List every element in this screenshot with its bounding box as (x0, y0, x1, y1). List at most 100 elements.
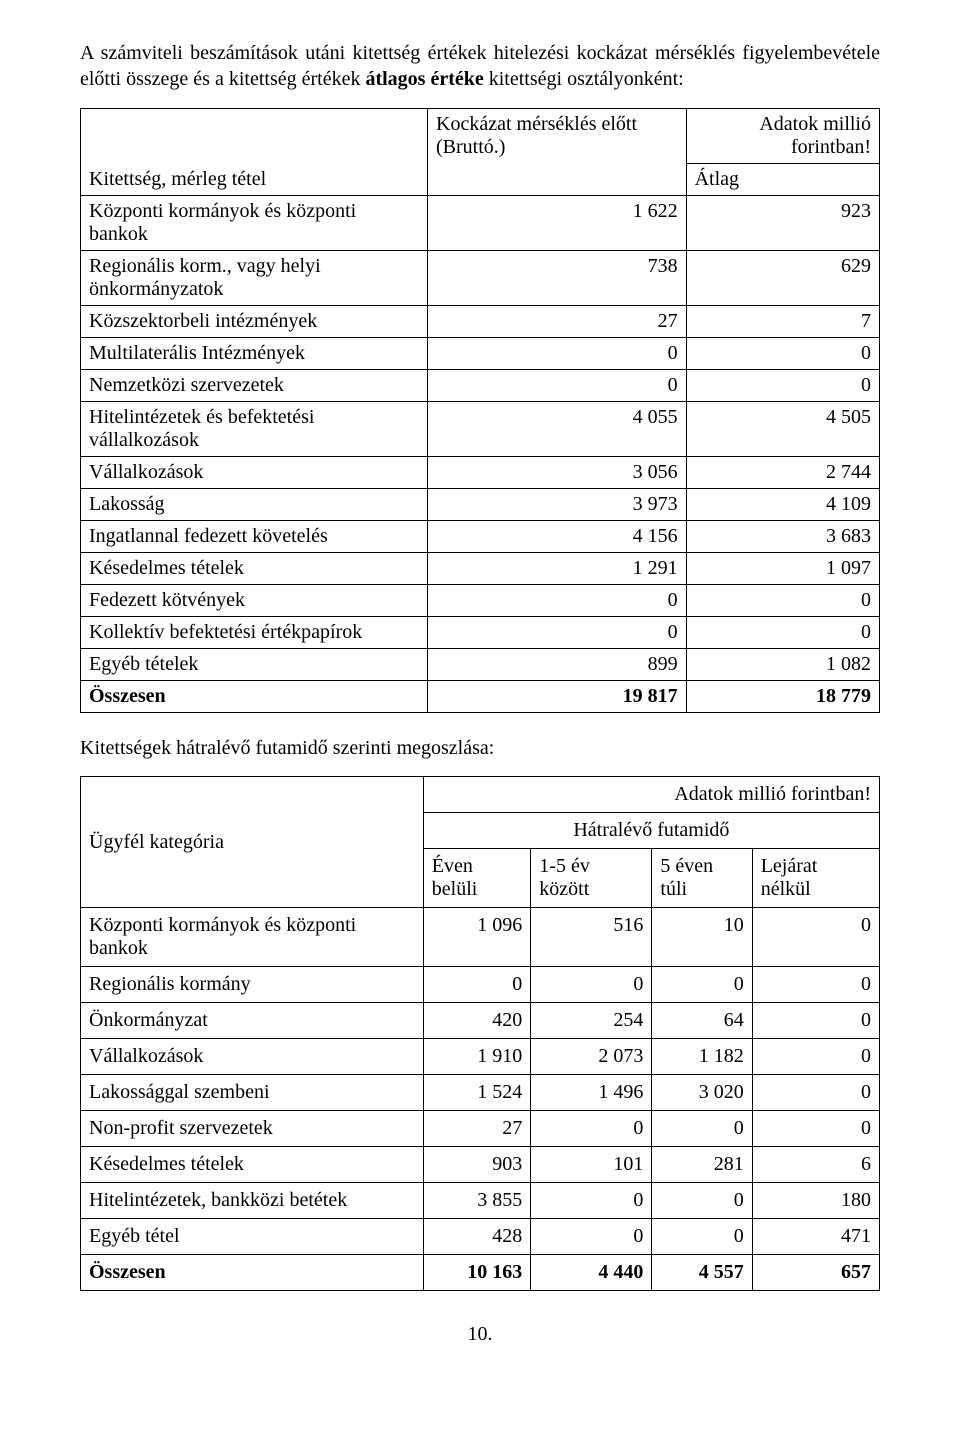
t1-total-label: Összesen (81, 681, 428, 713)
t2-total-v0: 10 163 (423, 1255, 530, 1291)
row-v1: 3 056 (428, 457, 687, 489)
table-row: Non-profit szervezetek27000 (81, 1111, 880, 1147)
row-value: 1 496 (531, 1075, 652, 1111)
row-v1: 4 055 (428, 402, 687, 457)
row-v2: 0 (686, 338, 879, 370)
table-row: Multilaterális Intézmények00 (81, 338, 880, 370)
intro-after: kitettségi osztályonként: (484, 68, 684, 90)
row-value: 0 (652, 967, 752, 1003)
row-v2: 7 (686, 306, 879, 338)
t1-col2-header: Kockázat mérséklés előtt (Bruttó.) (428, 109, 687, 196)
t1-col3-header: Átlag (686, 164, 879, 196)
row-value: 0 (423, 967, 530, 1003)
row-v2: 3 683 (686, 521, 879, 553)
row-label: Non-profit szervezetek (81, 1111, 424, 1147)
row-value: 64 (652, 1003, 752, 1039)
intro-paragraph: A számviteli beszámítások utáni kitettsé… (80, 40, 880, 92)
row-label: Késedelmes tételek (81, 553, 428, 585)
row-value: 0 (752, 1003, 879, 1039)
row-value: 0 (752, 1039, 879, 1075)
row-label: Egyéb tétel (81, 1219, 424, 1255)
table-row: Késedelmes tételek1 2911 097 (81, 553, 880, 585)
t2-total-label: Összesen (81, 1255, 424, 1291)
row-v2: 0 (686, 370, 879, 402)
row-v1: 4 156 (428, 521, 687, 553)
mid-paragraph: Kitettségek hátralévő futamidő szerinti … (80, 737, 880, 760)
row-v2: 2 744 (686, 457, 879, 489)
row-v1: 899 (428, 649, 687, 681)
row-label: Központi kormányok és központi bankok (81, 196, 428, 251)
row-v1: 1 291 (428, 553, 687, 585)
row-label: Kollektív befektetési értékpapírok (81, 617, 428, 649)
t2-col1-header: Ügyfél kategória (81, 777, 424, 908)
row-value: 428 (423, 1219, 530, 1255)
t2-total-v3: 657 (752, 1255, 879, 1291)
row-value: 0 (752, 967, 879, 1003)
row-v2: 0 (686, 617, 879, 649)
row-value: 0 (531, 967, 652, 1003)
row-v1: 0 (428, 585, 687, 617)
row-value: 281 (652, 1147, 752, 1183)
row-v1: 0 (428, 617, 687, 649)
table-row: Lakosság3 9734 109 (81, 489, 880, 521)
row-v2: 629 (686, 251, 879, 306)
row-value: 0 (531, 1183, 652, 1219)
t1-total-v2: 18 779 (686, 681, 879, 713)
row-v2: 4 109 (686, 489, 879, 521)
row-value: 101 (531, 1147, 652, 1183)
table-row: Nemzetközi szervezetek00 (81, 370, 880, 402)
row-value: 6 (752, 1147, 879, 1183)
table-row: Egyéb tétel42800471 (81, 1219, 880, 1255)
row-label: Regionális korm., vagy helyi önkormányza… (81, 251, 428, 306)
row-label: Regionális kormány (81, 967, 424, 1003)
row-value: 2 073 (531, 1039, 652, 1075)
row-value: 0 (531, 1111, 652, 1147)
row-value: 0 (752, 908, 879, 967)
row-value: 3 855 (423, 1183, 530, 1219)
row-label: Nemzetközi szervezetek (81, 370, 428, 402)
t1-col1-header: Kitettség, mérleg tétel (81, 109, 428, 196)
row-v1: 0 (428, 338, 687, 370)
row-label: Multilaterális Intézmények (81, 338, 428, 370)
row-v2: 1 097 (686, 553, 879, 585)
table-row: Regionális kormány0000 (81, 967, 880, 1003)
row-value: 254 (531, 1003, 652, 1039)
row-value: 471 (752, 1219, 879, 1255)
t1-total-v1: 19 817 (428, 681, 687, 713)
row-label: Késedelmes tételek (81, 1147, 424, 1183)
t2-col-header: Lejárat nélkül (752, 849, 879, 908)
t2-group-header: Hátralévő futamidő (423, 813, 879, 849)
table-row: Hitelintézetek, bankközi betétek3 855001… (81, 1183, 880, 1219)
row-value: 0 (752, 1075, 879, 1111)
row-value: 0 (531, 1219, 652, 1255)
row-v1: 3 973 (428, 489, 687, 521)
page-number: 10. (80, 1323, 880, 1346)
maturity-table: Ügyfél kategória Adatok millió forintban… (80, 776, 880, 1291)
table-row: Közszektorbeli intézmények277 (81, 306, 880, 338)
row-label: Egyéb tételek (81, 649, 428, 681)
t2-total-v2: 4 557 (652, 1255, 752, 1291)
row-value: 180 (752, 1183, 879, 1219)
row-value: 0 (752, 1111, 879, 1147)
row-value: 1 524 (423, 1075, 530, 1111)
row-v1: 27 (428, 306, 687, 338)
row-v1: 738 (428, 251, 687, 306)
t1-caption-right: Adatok millió forintban! (686, 109, 879, 164)
row-label: Hitelintézetek, bankközi betétek (81, 1183, 424, 1219)
row-label: Ingatlannal fedezett követelés (81, 521, 428, 553)
row-label: Lakosság (81, 489, 428, 521)
table-row: Kollektív befektetési értékpapírok00 (81, 617, 880, 649)
row-label: Közszektorbeli intézmények (81, 306, 428, 338)
row-value: 10 (652, 908, 752, 967)
row-value: 0 (652, 1183, 752, 1219)
row-value: 516 (531, 908, 652, 967)
table-row: Ingatlannal fedezett követelés4 1563 683 (81, 521, 880, 553)
row-value: 903 (423, 1147, 530, 1183)
table-row: Vállalkozások3 0562 744 (81, 457, 880, 489)
row-v2: 1 082 (686, 649, 879, 681)
t2-col-header: 5 éven túli (652, 849, 752, 908)
table-row: Vállalkozások1 9102 0731 1820 (81, 1039, 880, 1075)
table-row: Központi kormányok és központi bankok1 6… (81, 196, 880, 251)
t2-caption-right: Adatok millió forintban! (423, 777, 879, 813)
table-row: Központi kormányok és központi bankok1 0… (81, 908, 880, 967)
